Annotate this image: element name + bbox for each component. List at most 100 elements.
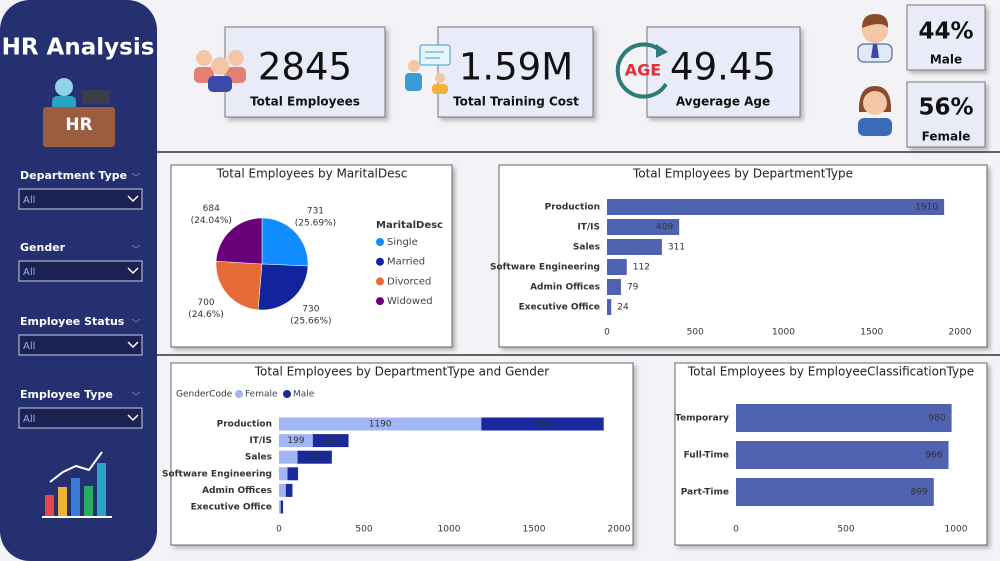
y-tick-label: Sales <box>573 243 600 253</box>
male-icon <box>857 14 893 63</box>
data-label: 112 <box>633 263 650 273</box>
y-tick-label: Software Engineering <box>490 263 600 273</box>
legend-label: Widowed <box>387 296 433 307</box>
filter-dropdown[interactable]: All <box>18 188 143 210</box>
chevron[interactable] <box>127 267 139 275</box>
kpi-card: 2845 Total Employees <box>224 26 386 118</box>
data-label: (24.04%) <box>191 216 232 226</box>
data-label: 1190 <box>369 420 392 430</box>
data-label: 79 <box>627 283 639 293</box>
filter-dropdown[interactable]: All <box>18 334 143 356</box>
chart-title: Total Employees by EmployeeClassificatio… <box>687 365 974 379</box>
bar <box>736 404 952 432</box>
age-icon: AGE <box>615 42 668 99</box>
app-title: HR Analysis <box>2 35 155 61</box>
kpi-value: 44% <box>918 19 973 45</box>
data-label: 980 <box>928 414 945 424</box>
kpi-card: 44% Male <box>906 4 986 71</box>
data-label: 24 <box>617 303 629 313</box>
chevron[interactable] <box>127 414 139 422</box>
data-label: 199 <box>287 436 304 446</box>
bar-segment <box>297 450 332 464</box>
chevron <box>131 391 141 396</box>
legend-label: Married <box>387 257 425 268</box>
data-label: 720 <box>534 420 551 430</box>
people-icon <box>194 50 246 92</box>
bar-segment <box>279 434 313 448</box>
chevron[interactable] <box>127 195 139 203</box>
chevron[interactable] <box>127 341 139 349</box>
chart-icon <box>42 451 112 518</box>
filter-label: Employee Type <box>20 388 113 401</box>
bar <box>607 279 621 295</box>
legend-marker <box>376 238 384 246</box>
kpi-label: Avgerage Age <box>676 95 770 109</box>
legend-label: Male <box>293 390 315 400</box>
dropdown-box[interactable] <box>18 188 143 210</box>
dropdown-box[interactable] <box>18 407 143 429</box>
kpi-card: 49.45 Avgerage Age <box>646 26 801 118</box>
bar <box>607 299 612 315</box>
kpi-label: Total Employees <box>250 95 360 109</box>
data-label: 684 <box>203 204 220 214</box>
kpi-card: 1.59M Total Training Cost <box>437 26 594 118</box>
bar-segment <box>279 483 286 497</box>
dropdown-value[interactable]: All <box>23 414 35 425</box>
y-tick-label: Admin Offices <box>530 283 600 293</box>
legend-label: Female <box>245 390 278 400</box>
dropdown-box[interactable] <box>18 260 143 282</box>
legend-marker <box>235 390 243 398</box>
bar-segment <box>287 467 299 481</box>
data-label: (24.6%) <box>188 310 224 320</box>
filter-dropdown[interactable]: All <box>18 260 143 282</box>
legend-label: Divorced <box>387 276 431 287</box>
chart-panel <box>498 164 988 348</box>
pie-slice <box>215 260 263 311</box>
chevron <box>131 318 141 323</box>
kpi-card: 56% Female <box>906 81 986 148</box>
data-label: 966 <box>925 451 942 461</box>
chevron <box>131 172 141 177</box>
data-label: 700 <box>197 298 214 308</box>
x-tick-label: 1500 <box>860 328 883 338</box>
y-tick-label: Software Engineering <box>162 469 272 479</box>
x-tick-label: 1000 <box>438 525 461 535</box>
kpi-value: 1.59M <box>459 46 573 89</box>
kpi-label: Total Training Cost <box>453 95 579 109</box>
dropdown-box[interactable] <box>18 334 143 356</box>
chart-title: Total Employees by DepartmentType and Ge… <box>254 365 550 379</box>
hr-icon: HR <box>43 78 115 147</box>
training-icon <box>405 44 451 94</box>
y-tick-label: Full-Time <box>684 451 729 461</box>
filter-dropdown[interactable]: All <box>18 407 143 429</box>
icon-text: AGE <box>625 61 661 80</box>
data-label: (25.66%) <box>290 317 331 327</box>
bar <box>736 478 934 506</box>
filter-label: Employee Status <box>20 315 125 328</box>
bar <box>736 441 949 469</box>
icon-text: HR <box>65 115 92 135</box>
dropdown-value[interactable]: All <box>23 341 35 352</box>
dropdown-value[interactable]: All <box>23 267 35 278</box>
x-tick-label: 500 <box>355 525 372 535</box>
data-label: 1910 <box>915 203 938 213</box>
bar-segment <box>481 417 604 431</box>
data-label: 202 <box>306 453 323 463</box>
data-label: 731 <box>307 206 324 216</box>
y-tick-label: Admin Offices <box>202 486 272 496</box>
chart-title: Total Employees by DepartmentType <box>632 167 853 181</box>
kpi-label: Male <box>930 53 962 67</box>
data-label: 730 <box>302 305 319 315</box>
legend-label: Single <box>387 237 418 248</box>
x-tick-label: 0 <box>276 525 282 535</box>
pie-slice <box>261 217 309 267</box>
bar-segment <box>312 434 349 448</box>
y-tick-label: IT/IS <box>577 223 600 233</box>
filter-label: Gender <box>20 241 66 254</box>
x-tick-label: 500 <box>837 525 854 535</box>
data-label: (25.69%) <box>295 218 336 228</box>
dropdown-value[interactable]: All <box>23 195 35 206</box>
x-tick-label: 0 <box>604 328 610 338</box>
